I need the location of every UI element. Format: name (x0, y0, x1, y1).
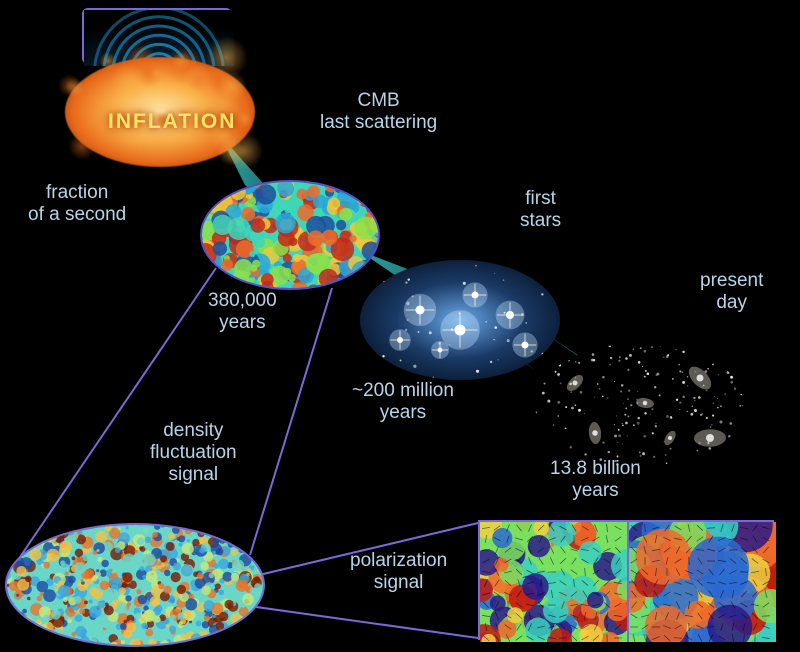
inflation-label: INFLATION (108, 110, 236, 134)
stage-cmb (200, 180, 380, 290)
stage-present-day (535, 343, 745, 467)
label-200m: ~200 millionyears (352, 380, 454, 424)
polarization-panels (478, 520, 774, 640)
label-polarization: polarizationsignal (350, 550, 447, 594)
label-cmb-title: CMBlast scattering (320, 90, 437, 134)
callout-cmb-density-left (18, 268, 216, 560)
stage-density-map (5, 523, 265, 647)
label-density: densityfluctuationsignal (150, 420, 237, 486)
label-fraction: fractionof a second (28, 182, 126, 226)
stage-first-stars (360, 260, 560, 380)
label-138b: 13.8 billionyears (550, 458, 641, 502)
label-380k: 380,000years (208, 290, 277, 334)
callout-density-pol-bottom (242, 605, 478, 638)
label-present: presentday (700, 270, 763, 314)
label-first-stars: firststars (520, 188, 561, 232)
